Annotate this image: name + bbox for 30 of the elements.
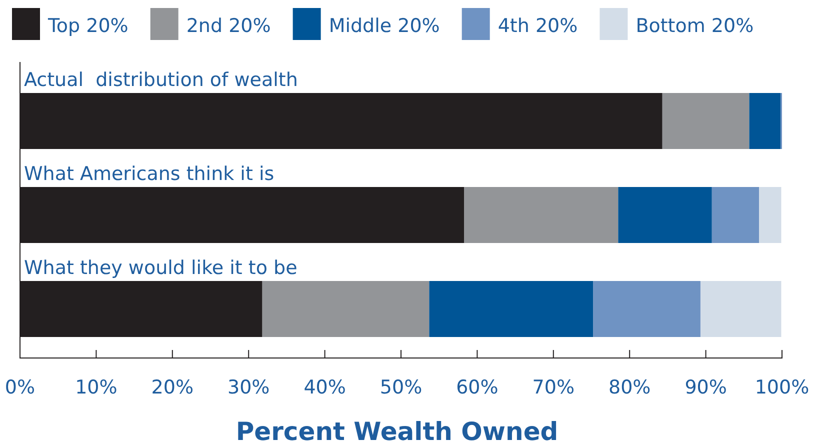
- bar: [759, 187, 782, 243]
- bar: [712, 187, 760, 243]
- x-tick-label: 90%: [684, 376, 727, 398]
- y-tick-label: What they would like it to be: [24, 257, 298, 279]
- bar: [662, 93, 750, 149]
- x-tick-label: 30%: [227, 376, 270, 398]
- legend-label: Middle 20%: [328, 15, 440, 37]
- x-tick-label: 70%: [532, 376, 575, 398]
- y-tick-label: What Americans think it is: [24, 163, 274, 185]
- legend-label: Bottom 20%: [636, 15, 754, 37]
- bar: [618, 187, 712, 243]
- legend-label: 4th 20%: [498, 15, 578, 37]
- bar: [749, 93, 780, 149]
- x-tick-label: 20%: [151, 376, 194, 398]
- x-axis-title: Percent Wealth Owned: [236, 417, 558, 446]
- bar: [464, 187, 618, 243]
- legend-label: 2nd 20%: [186, 15, 271, 37]
- bar: [429, 281, 594, 337]
- x-tick-label: 0%: [4, 376, 36, 398]
- bar: [593, 281, 700, 337]
- x-tick-label: 60%: [456, 376, 498, 398]
- y-tick-label: Actual distribution of wealth: [24, 69, 298, 91]
- legend-label: Top 20%: [47, 15, 128, 37]
- bar: [700, 281, 782, 337]
- x-tick-label: 100%: [754, 376, 810, 398]
- bar: [262, 281, 430, 337]
- x-tick-label: 50%: [380, 376, 422, 398]
- x-tick-label: 80%: [608, 376, 651, 398]
- x-tick-label: 10%: [75, 376, 118, 398]
- x-tick-label: 40%: [304, 376, 346, 398]
